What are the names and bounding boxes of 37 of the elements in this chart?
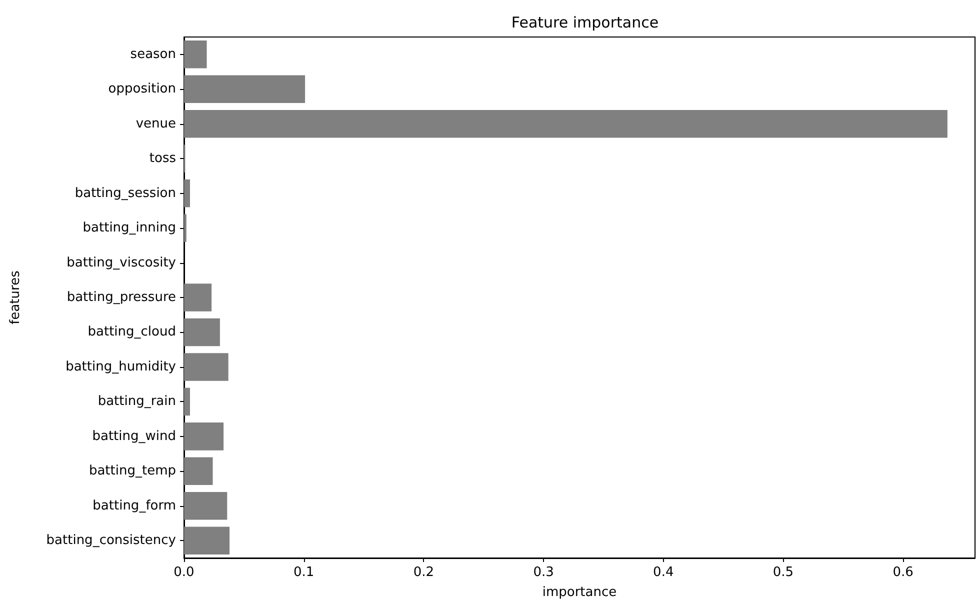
y-tick-label: batting_viscosity (66, 255, 176, 270)
y-tick-label: batting_pressure (66, 290, 176, 305)
x-axis-title: importance (542, 585, 617, 600)
bar (184, 388, 190, 416)
y-tick-label: batting_cloud (88, 324, 176, 340)
y-tick-label: batting_rain (98, 394, 176, 410)
y-tick-label: batting_form (92, 498, 176, 514)
y-axis-title: features (8, 270, 23, 324)
bar (184, 492, 228, 520)
y-tick-label: batting_temp (88, 464, 176, 479)
bar (184, 526, 230, 555)
x-tick-label: 0.1 (294, 565, 314, 580)
x-tick-label: 0.2 (413, 565, 434, 580)
bar (184, 457, 213, 486)
y-tick-label: batting_session (74, 186, 176, 201)
y-tick-label: batting_wind (92, 428, 176, 444)
x-tick-label: 0.0 (174, 565, 194, 580)
y-tick-label: opposition (108, 82, 176, 97)
x-tick-label: 0.5 (772, 565, 794, 580)
bar (184, 40, 207, 68)
y-tick-label: season (130, 46, 176, 62)
x-tick-label: 0.3 (533, 565, 554, 580)
bar (184, 110, 948, 138)
bar (184, 318, 220, 346)
y-tick-label: toss (149, 151, 176, 166)
y-tick-label: batting_humidity (66, 359, 176, 374)
bar (184, 75, 306, 103)
y-tick-label: batting_inning (82, 220, 176, 236)
bar (184, 179, 190, 208)
y-tick-label: batting_consistency (46, 533, 176, 548)
bar (184, 353, 228, 381)
x-tick-label: 0.6 (892, 565, 914, 580)
bar (184, 422, 224, 450)
y-tick-label: venue (136, 116, 176, 132)
chart-title: Feature importance (511, 14, 659, 32)
bar (184, 284, 212, 312)
x-tick-label: 0.4 (653, 565, 674, 580)
